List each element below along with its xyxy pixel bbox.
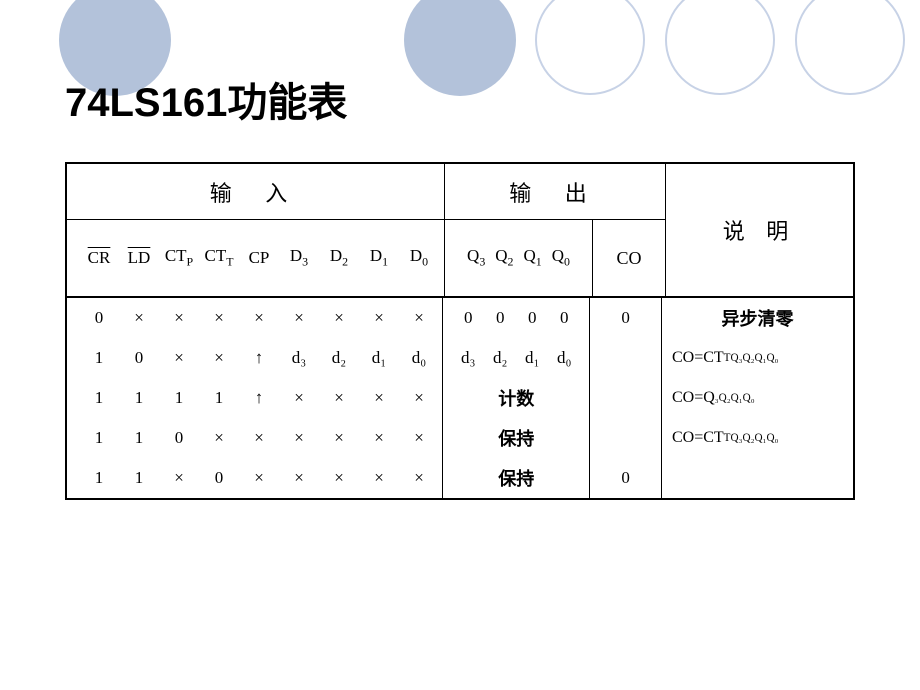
table-body: 0××××××××10××↑d₃d₂d₁d₀1111↑××××110××××××… [67,298,853,498]
col-header: CTT [199,246,239,269]
table-row: 保持 [443,418,589,458]
col-header: CTP [159,246,199,269]
table-row: CO=Q₃Q₂Q₁Q₀ [662,378,853,418]
sub-input-cols: CRLDCTPCTTCPD3D2D1D0 [67,220,445,296]
table-row [590,418,661,458]
col-header: CR [79,248,119,268]
col-header: CP [239,248,279,268]
col-header: D1 [359,246,399,269]
table-row: 异步清零 [662,298,853,338]
function-table: 输 入 输 出 CRLDCTPCTTCPD3D2D1D0 Q3 Q2 Q1 Q0 CO… [65,162,855,500]
col-header: D0 [399,246,439,269]
table-row: 1111↑×××× [67,378,442,418]
table-row: CO=CTTQ₃Q₂Q₁Q₀ [662,418,853,458]
table-row: 0×××××××× [67,298,442,338]
table-row [662,458,853,498]
header-desc: 说 明 [665,164,853,298]
table-row: 0000 [443,298,589,338]
col-header: LD [119,248,159,268]
table-row: 11×0××××× [67,458,442,498]
table-row: 110×××××× [67,418,442,458]
col-header: D3 [279,246,319,269]
header-input: 输 入 [67,164,445,219]
sub-output-co: CO [593,220,665,296]
table-row: 计数 [443,378,589,418]
col-header-q: Q0 [552,246,570,269]
col-header: D2 [319,246,359,269]
table-row: 0 [590,298,661,338]
page-title: 74LS161功能表 [65,70,347,128]
table-row: d₃d₂d₁d₀ [443,338,589,378]
col-header-q: Q1 [524,246,542,269]
table-row: CO=CTTQ₃Q₂Q₁Q₀ [662,338,853,378]
table-row [590,338,661,378]
col-header-q: Q2 [495,246,513,269]
header-output: 输 出 [445,164,665,219]
sub-output-q: Q3 Q2 Q1 Q0 [445,220,593,296]
col-header-q: Q3 [467,246,485,269]
table-row [590,378,661,418]
table-row: 10××↑d₃d₂d₁d₀ [67,338,442,378]
table-row: 0 [590,458,661,498]
table-row: 保持 [443,458,589,498]
